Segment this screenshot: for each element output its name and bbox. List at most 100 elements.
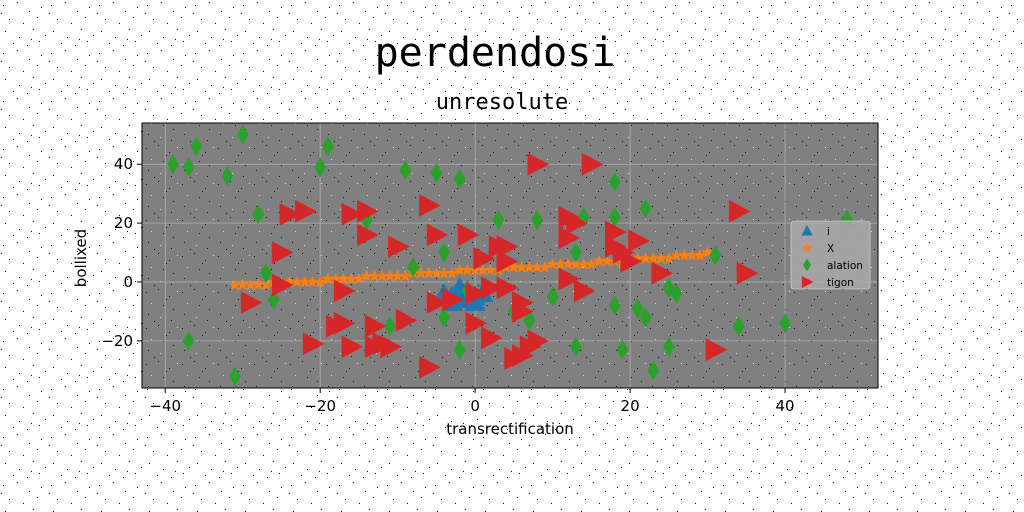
- point-X-24: [414, 266, 428, 279]
- point-X-48: [600, 254, 614, 267]
- point-X-53: [639, 251, 652, 264]
- y-tick-label: 20: [114, 214, 133, 232]
- point-X-40: [538, 260, 552, 273]
- point-tigon-17: [388, 235, 410, 259]
- point-alation-32: [631, 298, 644, 319]
- point-alation-35: [647, 360, 660, 381]
- point-X-26: [430, 266, 443, 279]
- point-X-13: [329, 272, 342, 285]
- point-alation-0: [166, 154, 179, 175]
- point-X-10: [306, 275, 319, 288]
- point-X-8: [290, 275, 304, 288]
- y-tick-label: 40: [114, 155, 133, 173]
- point-tigon-13: [364, 314, 387, 338]
- legend-label: tigon: [827, 277, 854, 289]
- point-tigon-50: [628, 229, 650, 253]
- x-tick-label: −20: [304, 397, 336, 415]
- point-X-42: [554, 257, 567, 270]
- point-alation-12: [399, 160, 412, 181]
- point-X-9: [298, 275, 311, 288]
- point-X-60: [693, 249, 706, 261]
- legend-label: alation: [827, 260, 863, 272]
- point-tigon-52: [705, 338, 728, 362]
- point-tigon-1: [271, 241, 294, 264]
- point-X-20: [383, 269, 397, 282]
- point-X-30: [461, 263, 474, 276]
- point-X-47: [592, 254, 606, 267]
- point-tigon-3: [279, 202, 302, 226]
- point-tigon-30: [496, 235, 519, 259]
- point-tigon-5: [302, 332, 325, 356]
- point-tigon-55: [481, 276, 503, 300]
- series-tigon: [240, 152, 759, 379]
- point-X-14: [337, 272, 350, 285]
- point-alation-6: [259, 263, 272, 284]
- point-tigon-2: [271, 273, 294, 297]
- point-tigon-26: [465, 282, 488, 306]
- point-X-2: [244, 278, 257, 291]
- legend-marker: [801, 225, 813, 236]
- point-X-28: [445, 266, 459, 279]
- point-alation-20: [492, 210, 505, 231]
- point-X-58: [678, 249, 691, 261]
- point-tigon-39: [527, 152, 550, 176]
- point-alation-15: [438, 242, 451, 263]
- legend-item-X: X: [801, 242, 834, 255]
- point-alation-24: [546, 286, 559, 307]
- point-tigon-43: [566, 211, 588, 235]
- point-X-12: [321, 272, 335, 285]
- point-X-36: [507, 260, 521, 273]
- point-X-54: [647, 251, 660, 264]
- point-alation-9: [321, 136, 334, 157]
- point-X-52: [631, 251, 645, 264]
- series-alation: [166, 124, 854, 387]
- point-X-56: [662, 251, 675, 264]
- legend-item-i: i: [801, 225, 830, 238]
- point-X-32: [476, 263, 490, 276]
- x-axis-label: transrectification: [446, 420, 574, 438]
- point-X-17: [360, 269, 373, 282]
- plot-area: −40 −20 0 20 40 −20 0 20 40: [101, 122, 879, 415]
- point-alation-5: [252, 204, 265, 225]
- point-tigon-53: [728, 199, 751, 223]
- point-X-25: [422, 266, 435, 279]
- point-X-37: [515, 260, 528, 273]
- point-tigon-44: [574, 279, 596, 303]
- point-tigon-45: [581, 152, 604, 176]
- point-alation-4: [236, 124, 249, 145]
- point-X-1: [236, 278, 249, 291]
- point-tigon-22: [426, 291, 449, 315]
- point-tigon-49: [620, 249, 643, 273]
- axes-frame: [141, 122, 879, 389]
- point-alation-29: [608, 207, 621, 228]
- point-tigon-54: [736, 261, 759, 285]
- point-X-38: [523, 260, 536, 273]
- point-X-16: [352, 272, 366, 285]
- legend-box: [790, 220, 871, 290]
- point-alation-17: [453, 168, 466, 189]
- point-tigon-12: [357, 223, 379, 247]
- point-alation-22: [523, 310, 536, 331]
- point-alation-26: [569, 336, 582, 357]
- point-tigon-16: [380, 335, 402, 359]
- x-tick-label: 20: [621, 397, 640, 415]
- point-X-19: [375, 269, 389, 282]
- point-tigon-8: [333, 311, 356, 335]
- point-tigon-20: [419, 355, 441, 379]
- point-X-29: [453, 263, 466, 276]
- point-tigon-27: [473, 247, 495, 270]
- point-X-0: [228, 278, 242, 291]
- point-X-43: [561, 257, 575, 270]
- marks-layer: [166, 124, 854, 387]
- point-tigon-42: [558, 267, 581, 291]
- point-alation-30: [608, 295, 621, 316]
- point-alation-34: [639, 307, 652, 328]
- point-alation-13: [407, 257, 420, 278]
- point-X-27: [437, 266, 451, 279]
- point-tigon-32: [496, 276, 519, 300]
- legend-marker: [803, 258, 811, 272]
- point-alation-40: [732, 316, 745, 337]
- y-axis-label: bollixed: [72, 229, 90, 287]
- y-tick-label: 0: [123, 273, 133, 291]
